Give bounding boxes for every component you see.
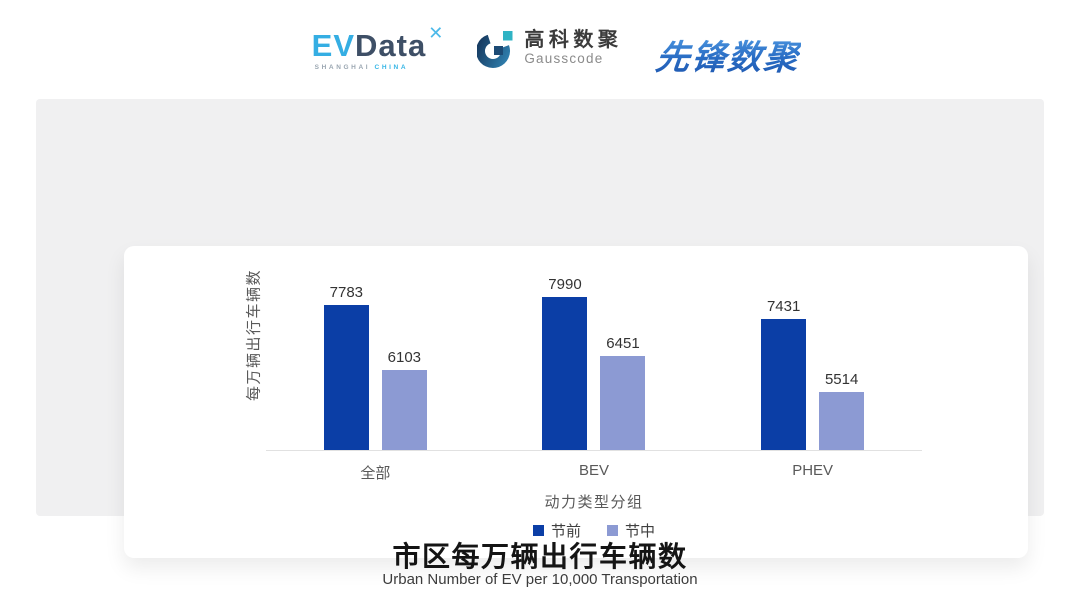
- gausscode-cn-text: 高科数聚: [524, 29, 623, 52]
- legend-swatch: [532, 525, 544, 536]
- bar-value-label: 7783: [329, 284, 364, 302]
- bar-rect: [819, 392, 865, 450]
- chart-card: 每万辆出行车辆数 7783 6103 7990 6451 7431 5514 全部 BEV P…: [124, 246, 1028, 558]
- evdata-china-text: CHINA: [374, 64, 409, 71]
- evdata-x-icon: ✕: [428, 23, 444, 43]
- bar-group-BEV: 7990 6451: [542, 276, 646, 450]
- bar-column-节前: 7990: [542, 276, 588, 450]
- plot-area: 7783 6103 7990 6451 7431 5514: [266, 246, 922, 451]
- evdata-data-text: Data: [355, 28, 427, 63]
- bar-rect: [323, 305, 369, 450]
- gausscode-en-text: Gausscode: [524, 51, 604, 67]
- chart-title: 市区每万辆出行车辆数: [392, 541, 688, 572]
- pioneer-logo: 先锋数聚: [654, 30, 803, 79]
- category-label: BEV: [578, 462, 609, 479]
- bar-rect: [761, 318, 807, 450]
- evdata-shanghai-text: SHANGHAI: [314, 64, 371, 71]
- bar-column-节前: 7431: [761, 297, 807, 450]
- category-label: 全部: [360, 465, 391, 482]
- evdata-tagline: SHANGHAI CHINA: [312, 64, 444, 72]
- bar-value-label: 5514: [824, 371, 859, 389]
- evdata-ev-text: EV: [311, 28, 356, 63]
- evdata-logo: EV Data ✕ SHANGHAI CHINA: [311, 24, 444, 72]
- bar-rect: [381, 369, 427, 450]
- legend: 节前 节中: [266, 520, 922, 541]
- bar-value-label: 7431: [766, 297, 801, 315]
- bar-group-全部: 7783 6103: [323, 284, 427, 450]
- chart-subtitle: Urban Number of EV per 10,000 Transporta…: [382, 571, 698, 588]
- bar-value-label: 6451: [606, 335, 640, 353]
- bar-column-节中: 6451: [600, 335, 646, 450]
- legend-label: 节中: [625, 523, 656, 540]
- bar-rect: [542, 297, 588, 450]
- gausscode-text-block: 高科数聚 Gausscode: [524, 29, 622, 67]
- bar-column-节前: 7783: [323, 284, 369, 450]
- chart-panel: 每万辆出行车辆数 7783 6103 7990 6451 7431 5514 全部 BEV P…: [36, 99, 1044, 558]
- legend-label: 节前: [550, 523, 581, 540]
- bar-value-label: 6103: [387, 348, 422, 366]
- bar-column-节中: 5514: [819, 371, 865, 450]
- bar-group-PHEV: 7431 5514: [761, 297, 865, 450]
- evdata-wordmark: EV Data ✕: [311, 24, 444, 63]
- gausscode-mark-icon: [477, 31, 513, 68]
- bar-rect: [600, 356, 646, 450]
- bar-value-label: 7990: [548, 276, 582, 294]
- legend-item-节中: 节中: [607, 520, 655, 541]
- legend-item-节前: 节前: [532, 520, 581, 541]
- bar-column-节中: 6103: [381, 348, 427, 450]
- category-label: PHEV: [792, 462, 834, 479]
- category-axis: 全部 BEV PHEV: [266, 462, 922, 483]
- x-axis-title: 动力类型分组: [544, 494, 644, 511]
- header-logos: EV Data ✕ SHANGHAI CHINA: [16, 24, 1080, 79]
- legend-swatch: [607, 525, 618, 536]
- gausscode-logo: 高科数聚 Gausscode: [477, 26, 622, 70]
- y-axis-title: 每万辆出行车辆数: [245, 268, 263, 402]
